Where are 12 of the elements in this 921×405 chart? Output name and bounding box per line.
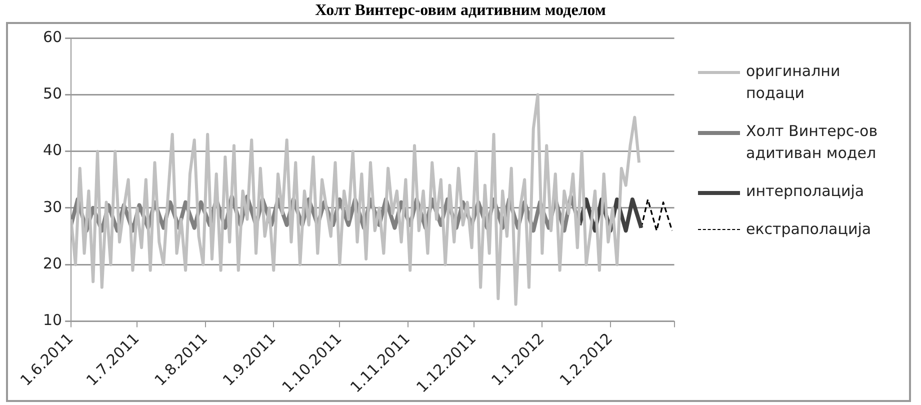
y-tick-label: 10 bbox=[42, 311, 62, 330]
y-tick-label: 20 bbox=[42, 254, 62, 273]
y-tick-label: 30 bbox=[42, 198, 62, 216]
y-tick-label: 60 bbox=[42, 28, 62, 46]
y-tick-label: 40 bbox=[42, 141, 62, 160]
y-tick-label: 50 bbox=[42, 84, 62, 103]
legend-label: интерполација bbox=[746, 181, 864, 202]
legend-label: екстраполација bbox=[746, 219, 872, 240]
chart-title: Холт Винтерс-овим адитивним моделом bbox=[314, 2, 607, 20]
line-series bbox=[640, 198, 673, 232]
legend-label: Холт Винтерс-ов адитиван модел bbox=[746, 121, 879, 164]
legend-label: оригинални подаци bbox=[746, 61, 842, 104]
